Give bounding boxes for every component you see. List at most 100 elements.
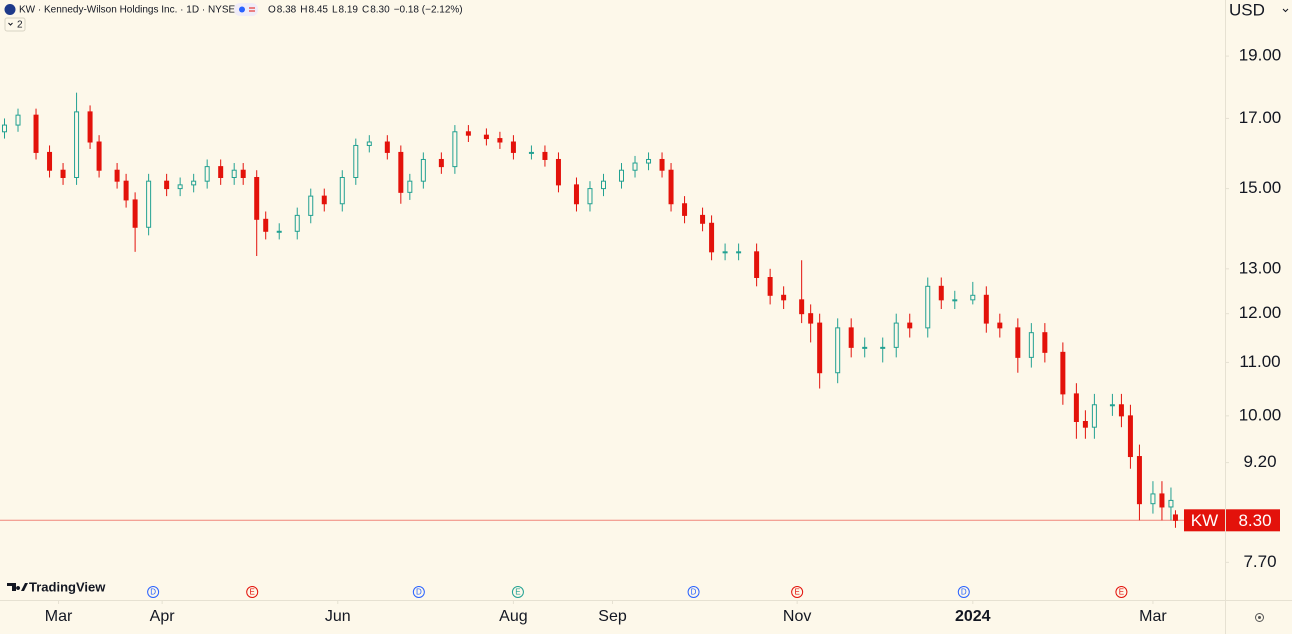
last-price-box [1226,509,1280,532]
event-marker [687,586,700,598]
y-tick-label: 10.00 [1239,405,1282,424]
candle-body [682,203,688,216]
legend-value: 8.19 [339,5,359,16]
candle-body [1015,327,1021,358]
y-tick-label: 15.00 [1239,178,1282,197]
candle-body [497,138,503,143]
indicator-count: 2 [17,20,23,31]
candle-body [398,151,404,193]
event-marker [1115,586,1128,598]
y-tick-label: 11.00 [1239,352,1280,371]
candle-body [1060,351,1066,395]
candle-body [1073,393,1079,423]
candle-body [1150,493,1156,505]
candle-body [339,176,345,205]
candle-body [438,158,444,168]
symbol-title[interactable]: KW · Kennedy-Wilson Holdings Inc. · 1D ·… [19,5,236,16]
candle-body [47,151,53,171]
candle-body [600,180,606,190]
candle-body [114,169,120,182]
legend-value: 8.45 [308,5,328,16]
candle-body [736,251,742,254]
y-tick-label: 12.00 [1239,303,1282,322]
candle-body [1127,415,1133,458]
x-tick-label: Nov [783,608,811,625]
candle-body [263,218,269,232]
candle-body [1082,421,1088,428]
candle-body [817,322,823,374]
candle-body [587,188,593,205]
candle-body [862,346,868,349]
candle-body [781,294,787,301]
candle-body [231,169,237,178]
candle-body [1168,499,1174,508]
legend-value: 8.38 [277,5,297,16]
candle-body [700,214,706,224]
candle-body [754,251,760,278]
brand-logo [7,583,28,591]
candle-body [848,327,854,348]
candle-body [646,158,652,164]
candle-body [659,158,665,171]
candle-body [938,285,944,301]
y-tick-label: 13.00 [1239,258,1282,277]
candle-body [1091,404,1097,428]
legend-label: L [332,5,338,16]
settings-icon[interactable] [1255,613,1264,622]
candle-body [87,111,93,143]
candle-body [573,184,579,205]
currency-chevron [1282,8,1289,13]
candle-body [925,285,931,329]
candle-body [96,141,102,171]
candle-body [970,294,976,301]
candle-body [74,111,80,178]
last-price-label: 8.30 [1238,511,1271,530]
candle-body [907,322,913,329]
candle-body [191,180,197,186]
event-marker [412,586,425,598]
candle-body [123,180,129,201]
event-label: D [961,588,967,597]
candle-body [132,199,138,228]
candle-body [528,151,534,154]
candle-body [276,230,282,233]
candle-body [880,346,886,349]
candle-body [321,195,327,205]
candle-body [893,322,899,348]
y-tick-label: 9.20 [1243,452,1276,471]
status-dot [239,6,245,13]
candle-body [1028,332,1034,358]
status-badge [234,3,258,16]
indicator-toggle[interactable] [4,17,26,32]
event-marker [791,586,804,598]
candle-body [835,327,841,374]
candle-body [60,169,66,178]
candle-body [632,162,638,171]
candle-body [555,158,561,186]
x-tick-label: 2024 [955,608,991,625]
candle-body [1042,332,1048,353]
event-marker [147,586,160,598]
ohlc-legend: O 8.38 H 8.45 L 8.19 C 8.30 −0.18 (−2.12%) [268,5,463,16]
candle-body [452,131,458,168]
symbol-icon [4,4,16,15]
candle-body [204,166,210,182]
settings-icon-dot [1258,616,1261,619]
candle-body [619,169,625,182]
candle-body [952,299,958,302]
x-tick-label: Apr [150,608,176,625]
event-label: E [1119,588,1124,597]
candle-body [1159,493,1165,508]
currency[interactable]: USD [1229,0,1265,19]
legend-label: O [268,5,276,16]
candle-body [218,166,224,178]
candle-body [1172,514,1178,521]
candle-body [510,141,516,153]
legend-value: 8.30 [370,5,390,16]
candle-body [407,180,413,193]
x-tick-label: Sep [598,608,627,625]
candle-body [308,195,314,216]
